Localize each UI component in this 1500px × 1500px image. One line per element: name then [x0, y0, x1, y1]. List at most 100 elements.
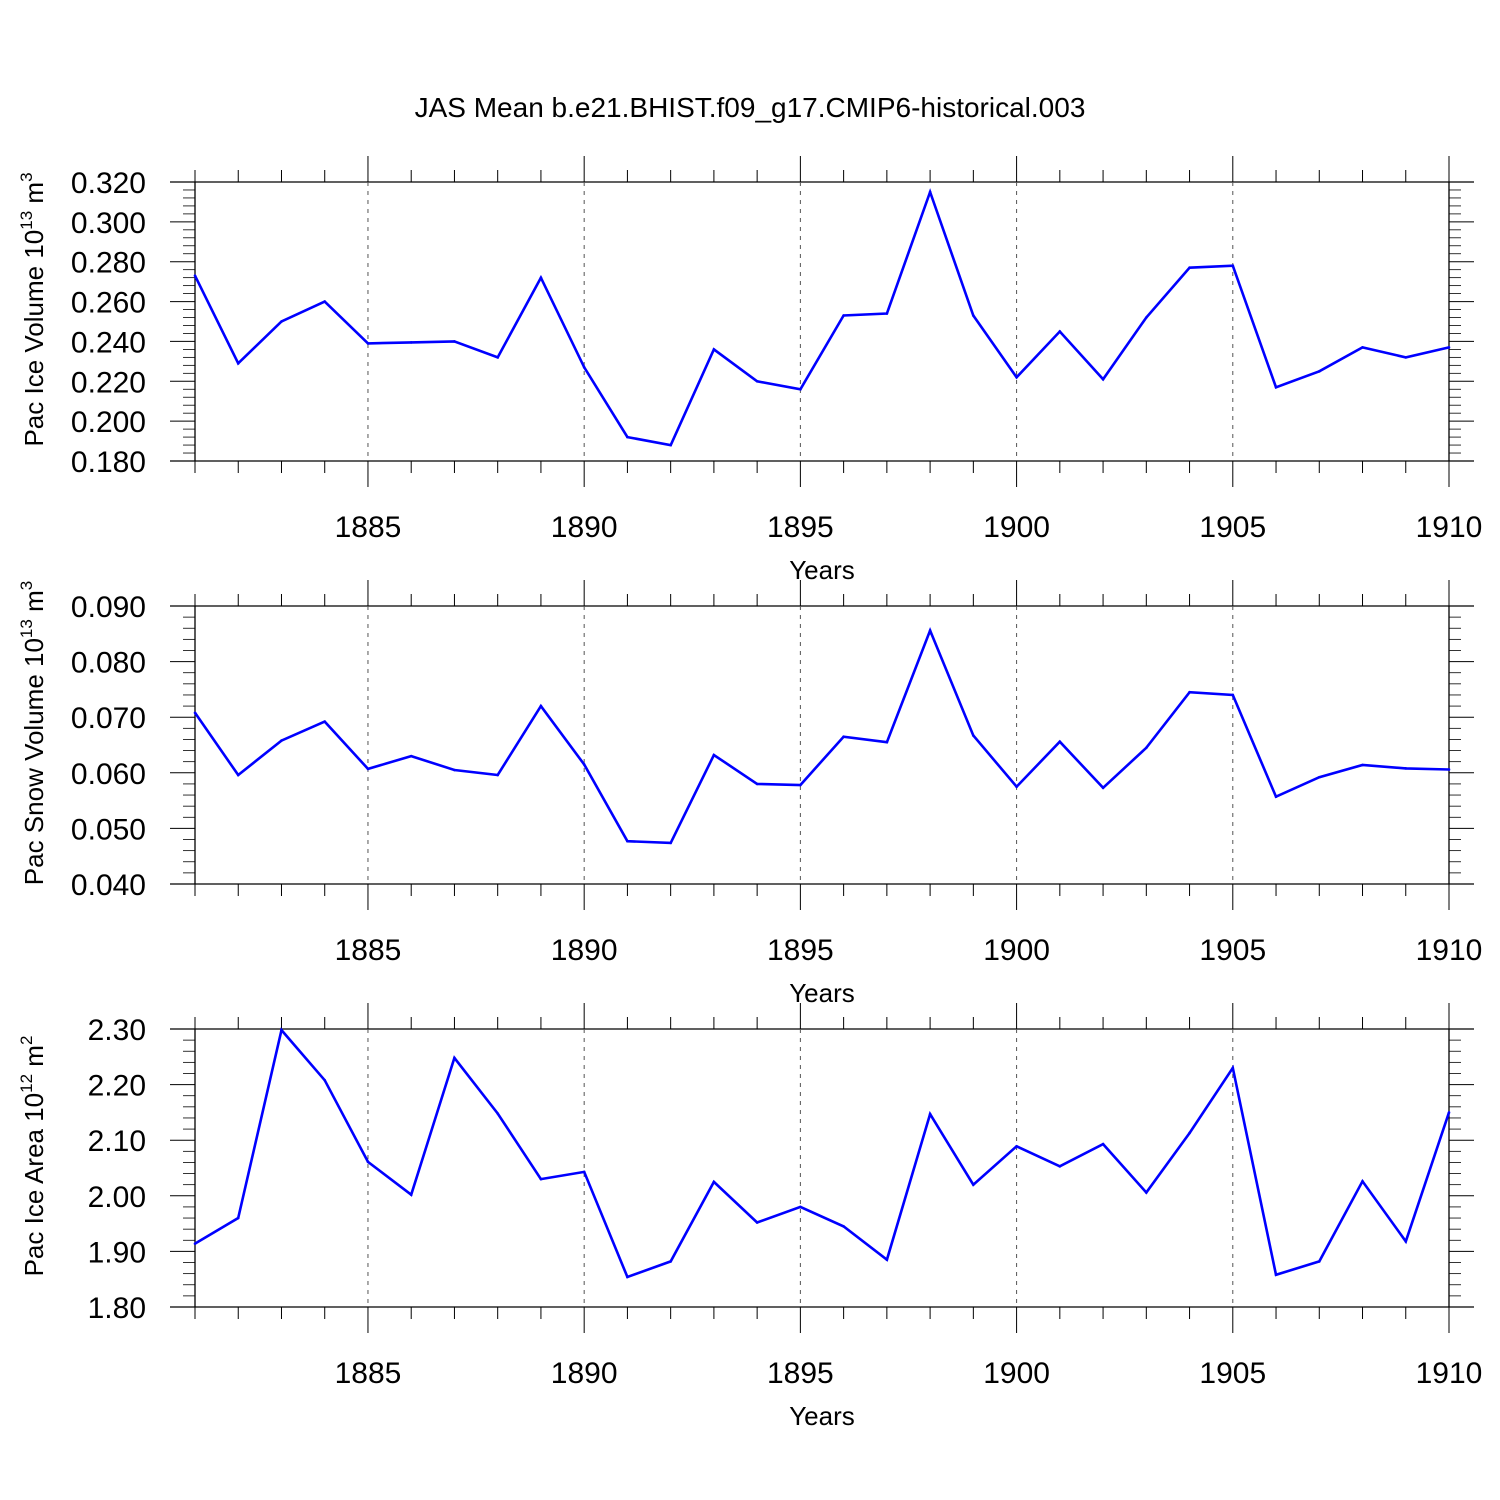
- data-point: [712, 1180, 716, 1184]
- data-point: [1274, 795, 1278, 799]
- data-point: [366, 1160, 370, 1164]
- x-tick-label: 1900: [983, 934, 1050, 967]
- data-point: [755, 379, 759, 383]
- y-tick-label: 2.10: [88, 1125, 146, 1158]
- data-point: [1058, 330, 1062, 333]
- data-point: [1188, 1131, 1191, 1135]
- x-tick-label: 1895: [767, 511, 834, 544]
- data-point: [1101, 786, 1105, 790]
- data-point: [1404, 767, 1408, 770]
- data-point: [193, 274, 197, 277]
- data-point: [928, 629, 932, 632]
- y-tick-label: 0.080: [71, 647, 146, 680]
- y-tick-label: 0.280: [71, 247, 146, 280]
- data-point: [972, 314, 975, 317]
- data-point: [453, 340, 456, 343]
- x-tick-label: 1890: [551, 934, 618, 967]
- y-tick-label: 2.20: [88, 1070, 146, 1103]
- data-point: [582, 366, 586, 369]
- data-point: [193, 711, 197, 715]
- data-point: [799, 1205, 802, 1209]
- y-tick-label: 0.050: [71, 813, 146, 846]
- data-point: [582, 1170, 586, 1174]
- panel-1: 1885 1890 1895 1900 1905 1910 0.180 0.200 0.220 0…: [17, 156, 1482, 585]
- data-point: [928, 190, 932, 194]
- data-point: [409, 341, 413, 344]
- x-tick-label: 1910: [1416, 511, 1483, 544]
- y-tick-label: 0.070: [71, 702, 146, 735]
- data-point: [669, 1260, 672, 1263]
- data-point: [1404, 356, 1408, 359]
- data-point: [1361, 763, 1364, 767]
- y-axis-label: Pac Ice Area 1012 m2: [17, 1036, 49, 1277]
- data-point: [755, 1221, 759, 1224]
- y-tick-label: 0.320: [71, 167, 146, 200]
- data-point: [496, 773, 499, 777]
- data-point: [1447, 768, 1451, 771]
- data-point: [539, 1177, 543, 1181]
- y-tick-label: 0.220: [71, 366, 146, 399]
- x-tick-label: 1905: [1199, 1357, 1266, 1390]
- data-point: [280, 320, 283, 323]
- y-tick-label: 0.300: [71, 207, 146, 240]
- data-point: [1145, 746, 1148, 750]
- data-point: [1404, 1240, 1408, 1243]
- data-point: [1447, 346, 1451, 349]
- data-point: [280, 1028, 283, 1032]
- data-point: [409, 1193, 413, 1196]
- data-point: [496, 356, 499, 359]
- data-point: [1015, 785, 1018, 788]
- series-line: [193, 626, 1450, 845]
- y-tick-label: 0.040: [71, 869, 146, 902]
- x-tick-label: 1885: [335, 934, 402, 967]
- data-point: [1145, 316, 1148, 319]
- data-point: [582, 763, 586, 766]
- y-tick-label: 0.200: [71, 406, 146, 439]
- x-tick-label: 1890: [551, 1357, 618, 1390]
- data-point: [885, 312, 889, 315]
- y-tick-label: 2.00: [88, 1181, 146, 1214]
- data-point: [626, 435, 629, 439]
- data-point: [1317, 370, 1321, 373]
- data-point: [799, 783, 802, 787]
- data-point: [496, 1112, 499, 1115]
- x-axis-label: Years: [789, 1401, 855, 1431]
- y-tick-label: 1.90: [88, 1236, 146, 1269]
- y-tick-label: 0.240: [71, 326, 146, 359]
- data-point: [366, 342, 370, 345]
- data-point: [669, 443, 672, 447]
- x-tick-label: 1900: [983, 511, 1050, 544]
- data-point: [842, 735, 845, 738]
- x-tick-label: 1895: [767, 934, 834, 967]
- data-point: [799, 387, 802, 391]
- y-axis-label: Pac Snow Volume 1013 m3: [17, 581, 49, 885]
- data-point: [1231, 693, 1235, 697]
- x-axis-label: Years: [789, 555, 855, 585]
- data-point: [1101, 1142, 1105, 1146]
- x-tick-label: 1910: [1416, 934, 1483, 967]
- data-point: [453, 768, 456, 772]
- y-tick-label: 0.260: [71, 287, 146, 320]
- y-axis-label: Pac Ice Volume 1013 m3: [17, 172, 49, 446]
- x-tick-label: 1885: [335, 511, 402, 544]
- data-point: [928, 1112, 932, 1116]
- x-tick-label: 1885: [335, 1357, 402, 1390]
- data-point: [1231, 264, 1235, 268]
- data-point: [323, 300, 327, 303]
- data-point: [539, 276, 543, 279]
- y-tick-label: 0.060: [71, 758, 146, 791]
- data-point: [1015, 1145, 1018, 1148]
- panel-2: 1885 1890 1895 1900 1905 1910 0.040 0.050 0.060 0…: [17, 580, 1482, 1008]
- data-point: [1101, 377, 1105, 381]
- series-line: [193, 188, 1450, 447]
- data-point: [842, 314, 845, 317]
- y-tick-label: 1.80: [88, 1292, 146, 1325]
- data-point: [1188, 266, 1191, 269]
- data-point: [1058, 1165, 1062, 1168]
- x-axis-label: Years: [789, 978, 855, 1008]
- data-point: [1361, 346, 1364, 349]
- data-point: [1231, 1066, 1235, 1070]
- data-point: [193, 1242, 197, 1245]
- x-tick-label: 1905: [1199, 511, 1266, 544]
